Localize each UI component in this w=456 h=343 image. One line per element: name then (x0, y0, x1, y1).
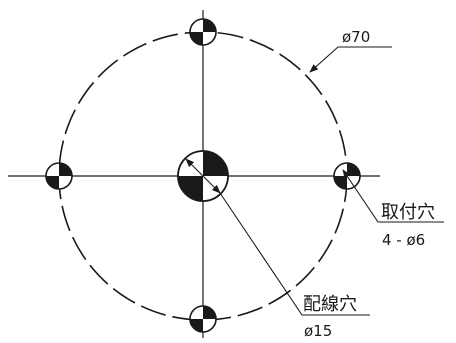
wiring-hole-dimension-arrow (185, 158, 221, 194)
bolt-circle-label: ø70 (342, 28, 370, 46)
mount-hole-left (45, 162, 73, 190)
mount-hole-bottom (189, 305, 217, 333)
wiring-hole-spec: ø15 (304, 322, 332, 340)
mount-hole-top (189, 18, 217, 46)
bolt-circle-leader (309, 46, 392, 73)
mount-hole-spec: 4 - ø6 (382, 231, 425, 249)
mount-hole-leader (342, 169, 444, 223)
wiring-hole-title: 配線穴 (303, 294, 357, 315)
wiring-hole-leader (219, 192, 370, 316)
mount-hole-title: 取付穴 (381, 202, 435, 223)
